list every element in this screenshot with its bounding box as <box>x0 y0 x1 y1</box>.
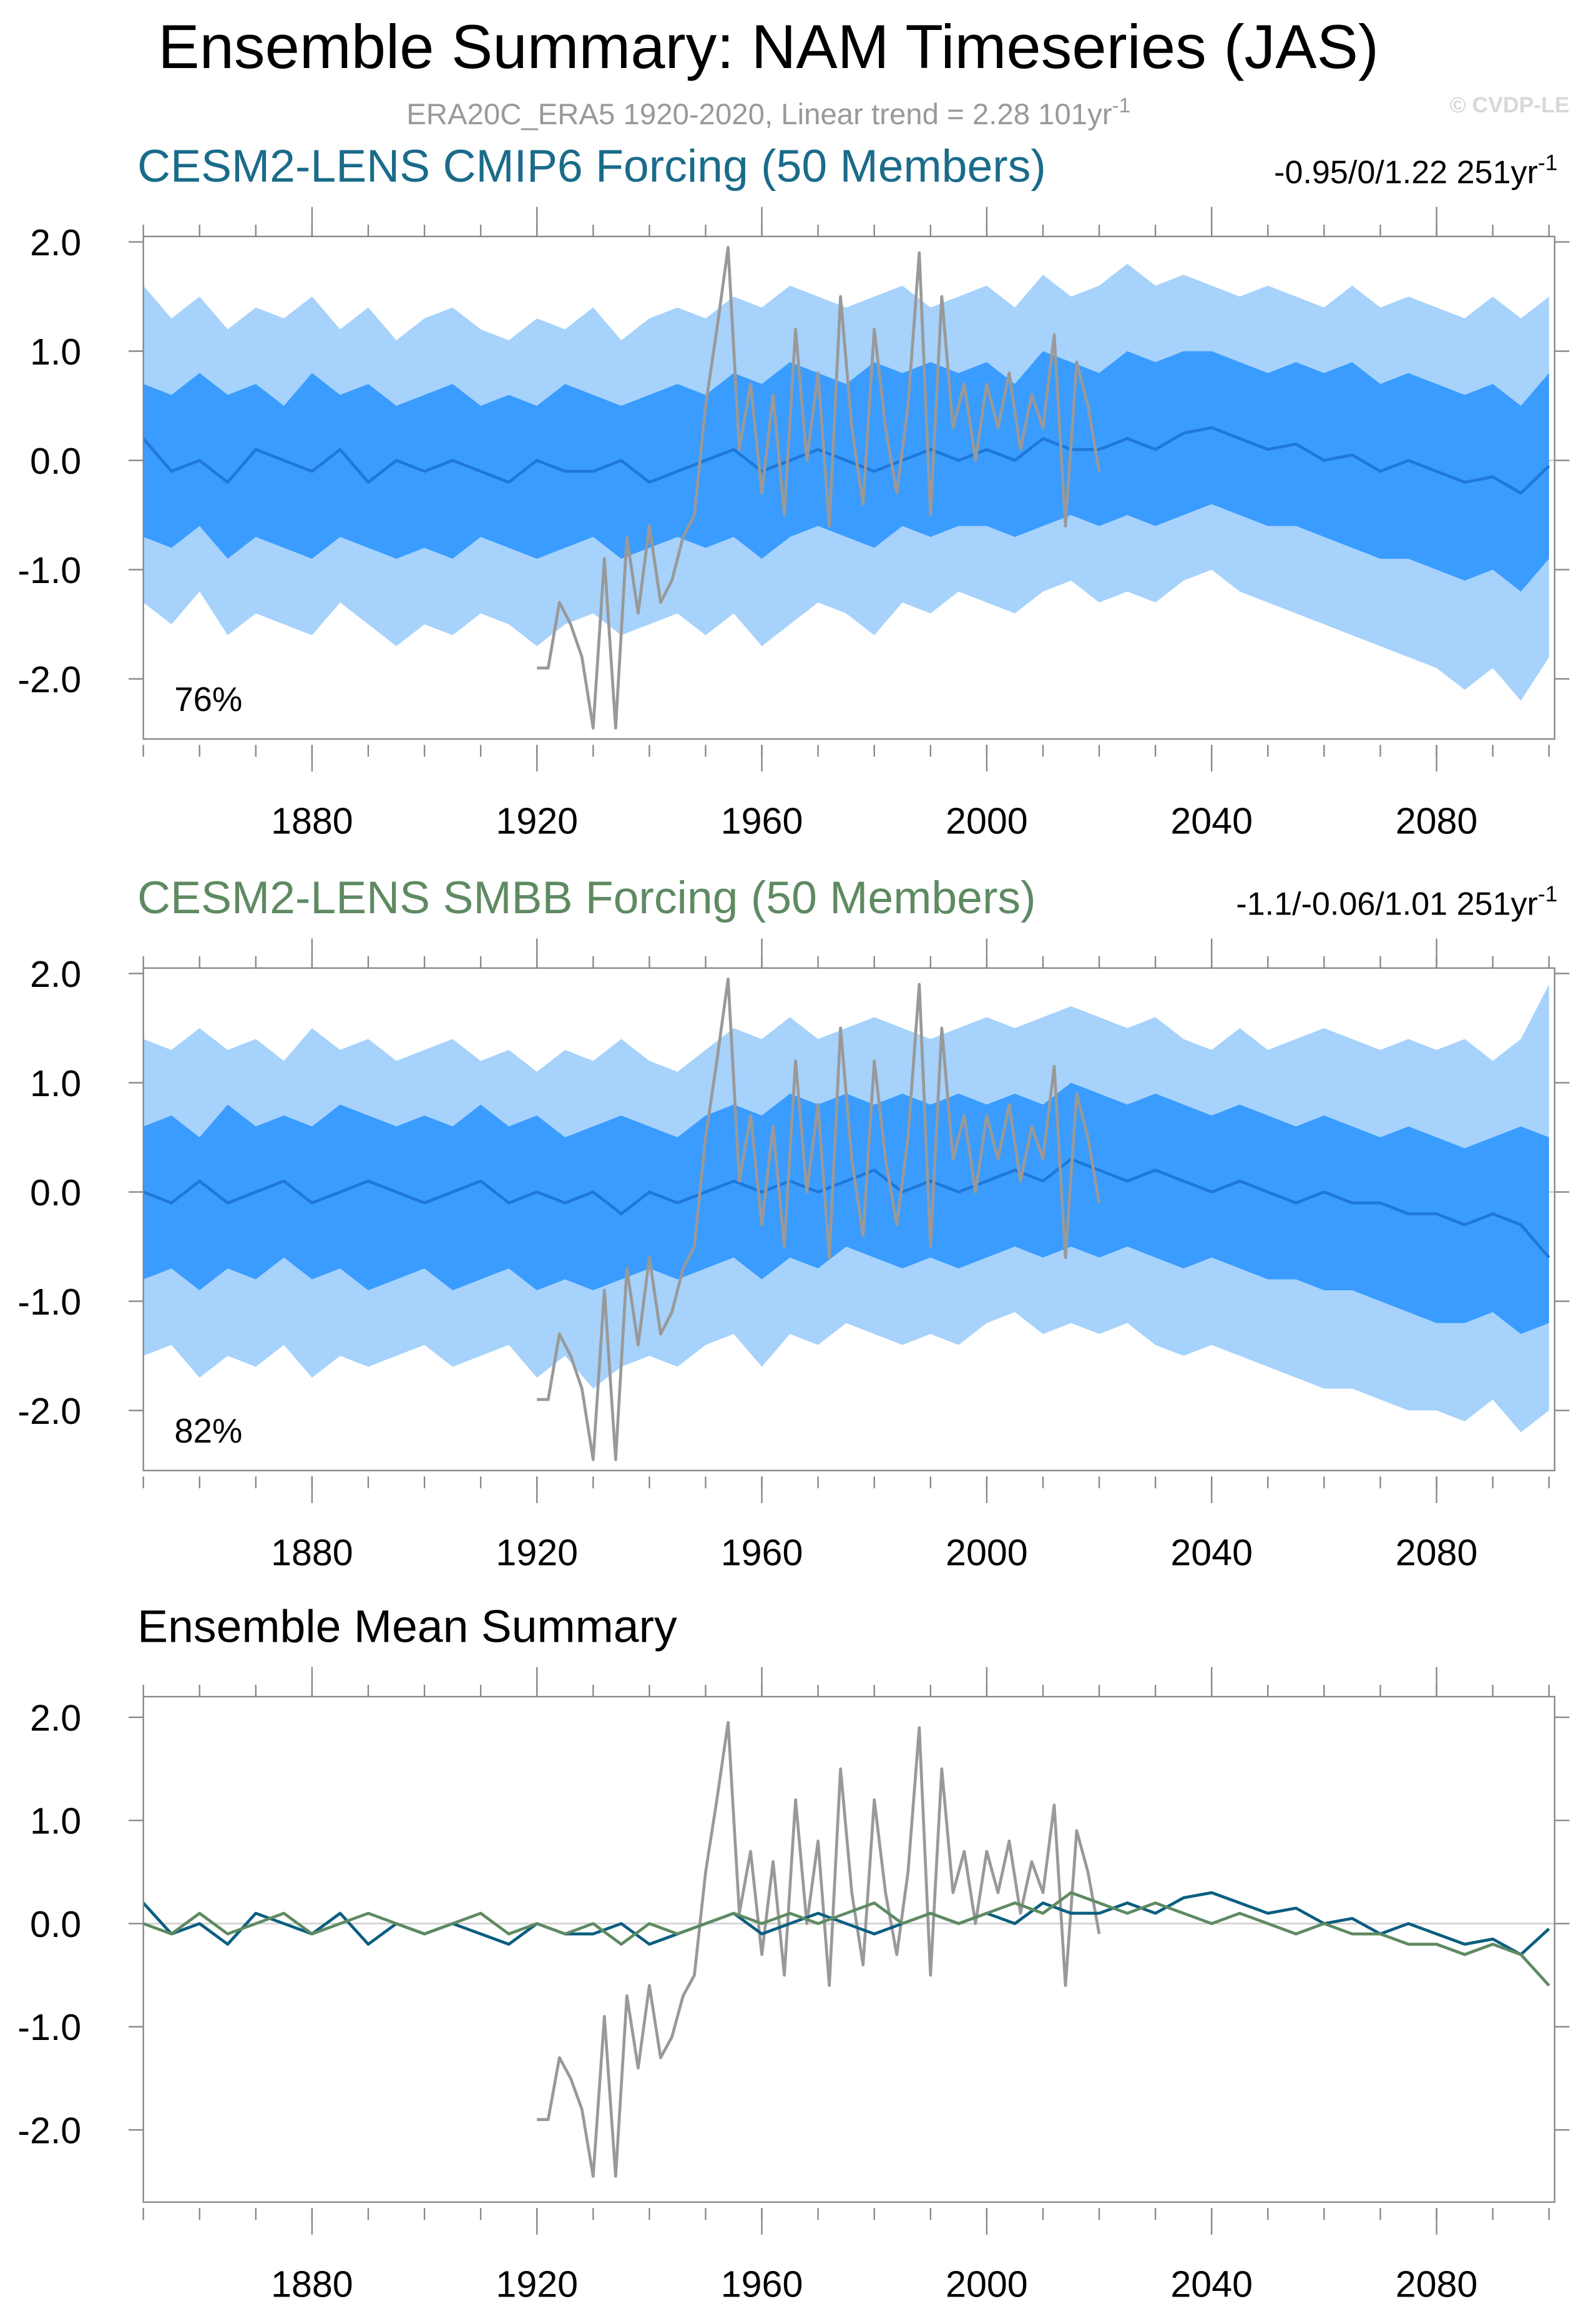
plot-content <box>143 977 1555 1461</box>
trend-sup: -1 <box>1538 881 1558 906</box>
x-tick-label: 1920 <box>496 1531 578 1573</box>
y-tick-label: 2.0 <box>30 953 81 995</box>
spread-band <box>143 351 1549 592</box>
x-tick-label: 2000 <box>946 2263 1028 2305</box>
x-tick-label: 2080 <box>1396 1531 1478 1573</box>
y-tick-label: 0.0 <box>30 440 81 482</box>
trend-label: -1.1/-0.06/1.01 251yr-1 <box>1236 881 1557 922</box>
x-tick-label: 1960 <box>721 1531 803 1573</box>
annotation: 82% <box>174 1412 242 1450</box>
annotation: 76% <box>174 680 242 718</box>
series-line <box>143 1891 1550 1956</box>
series-line <box>537 977 1101 1461</box>
subtitle-text: ERA20C_ERA5 1920-2020, Linear trend = 2.… <box>406 98 1112 131</box>
plot-content <box>143 1720 1555 2178</box>
chart-title: CESM2-LENS SMBB Forcing (50 Members) <box>137 872 1035 923</box>
x-tick-label: 2040 <box>1170 2263 1253 2305</box>
x-tick-label: 2000 <box>946 1531 1028 1573</box>
main-title: Ensemble Summary: NAM Timeseries (JAS) <box>158 12 1379 82</box>
series-line <box>143 1891 1550 1987</box>
trend-text: -0.95/0/1.22 251yr <box>1274 155 1538 191</box>
watermark: © CVDP-LE <box>1450 92 1570 117</box>
plot-area <box>143 1697 1555 2202</box>
x-tick-label: 2080 <box>1396 800 1478 841</box>
y-tick-label: 0.0 <box>30 1172 81 1213</box>
y-tick-label: -1.0 <box>17 2006 81 2048</box>
plot-content <box>143 245 1555 730</box>
x-tick-label: 1880 <box>271 2263 353 2305</box>
y-tick-label: -1.0 <box>17 1281 81 1323</box>
x-tick-label: 1880 <box>271 800 353 841</box>
subtitle: ERA20C_ERA5 1920-2020, Linear trend = 2.… <box>406 94 1130 131</box>
y-tick-label: 2.0 <box>30 222 81 263</box>
plot-frame <box>142 235 1555 740</box>
x-tick-label: 1920 <box>496 2263 578 2305</box>
x-tick-label: 1960 <box>721 800 803 841</box>
y-tick-label: 0.0 <box>30 1903 81 1945</box>
x-tick-label: 2000 <box>946 800 1028 841</box>
x-tick-label: 2080 <box>1396 2263 1478 2305</box>
x-tick-label: 2040 <box>1170 800 1253 841</box>
y-tick-label: -1.0 <box>17 549 81 591</box>
trend-text: -1.1/-0.06/1.01 251yr <box>1236 886 1537 923</box>
chart-title: CESM2-LENS CMIP6 Forcing (50 Members) <box>137 140 1046 192</box>
y-tick-label: 2.0 <box>30 1697 81 1738</box>
y-tick-label: -2.0 <box>17 659 81 700</box>
series-line <box>537 245 1101 730</box>
trend-sup: -1 <box>1538 150 1558 175</box>
spread-band <box>143 1082 1549 1335</box>
chart-title: Ensemble Mean Summary <box>137 1601 677 1652</box>
trend-label: -0.95/0/1.22 251yr-1 <box>1274 150 1557 190</box>
y-tick-label: -2.0 <box>17 1390 81 1432</box>
x-tick-label: 1880 <box>271 1531 353 1573</box>
x-tick-label: 1920 <box>496 800 578 841</box>
series-line <box>143 1157 1550 1259</box>
plot-frame <box>142 1695 1555 2203</box>
y-tick-label: 1.0 <box>30 331 81 373</box>
x-tick-label: 2040 <box>1170 1531 1253 1573</box>
x-tick-label: 1960 <box>721 2263 803 2305</box>
series-line <box>537 1720 1101 2178</box>
y-tick-label: 1.0 <box>30 1062 81 1104</box>
plot-frame <box>142 967 1555 1471</box>
y-tick-label: 1.0 <box>30 1800 81 1842</box>
series-line <box>143 426 1550 495</box>
subtitle-sup: -1 <box>1112 94 1130 117</box>
y-tick-label: -2.0 <box>17 2109 81 2151</box>
